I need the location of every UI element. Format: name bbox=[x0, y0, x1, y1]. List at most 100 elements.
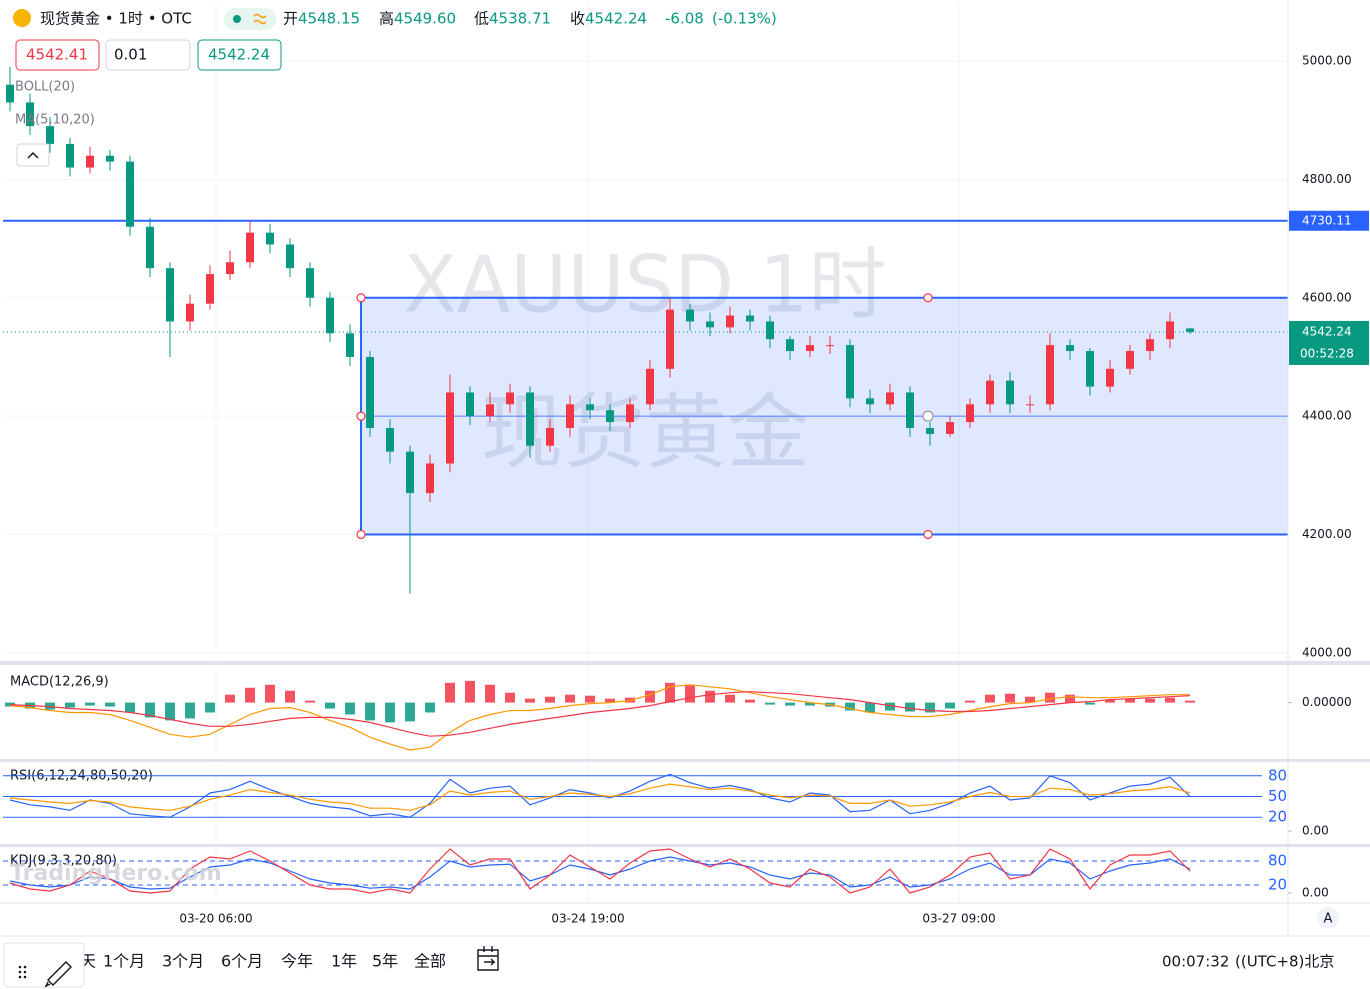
open-value: 4548.15 bbox=[298, 10, 360, 28]
candle-body bbox=[1106, 368, 1114, 387]
macd-bar bbox=[1045, 692, 1055, 703]
macd-bar bbox=[605, 698, 615, 703]
macd-bar bbox=[1025, 696, 1035, 703]
candle-body bbox=[286, 244, 294, 269]
range-button[interactable]: 1个月 bbox=[103, 952, 145, 971]
high-value: 4549.60 bbox=[394, 10, 456, 28]
y-tick-label: 4800.00 bbox=[1302, 172, 1352, 186]
candle-body bbox=[686, 309, 694, 322]
candle-body bbox=[366, 356, 374, 428]
macd-bar bbox=[745, 699, 755, 703]
macd-bar bbox=[505, 692, 515, 703]
candle-body bbox=[966, 404, 974, 423]
close-label: 收 bbox=[570, 10, 585, 28]
macd-bar bbox=[65, 702, 75, 708]
pane-separator bbox=[0, 661, 1370, 665]
candle-body bbox=[86, 155, 94, 168]
symbol-title[interactable]: 现货黄金 • 1时 • OTC bbox=[40, 10, 192, 28]
status-pill bbox=[224, 8, 276, 30]
macd-bar bbox=[785, 702, 795, 706]
drawing-toolbox[interactable] bbox=[3, 942, 85, 988]
candle-body bbox=[1006, 380, 1014, 405]
candle-body bbox=[246, 232, 254, 263]
status-dot bbox=[233, 15, 241, 23]
collapse-button[interactable] bbox=[16, 143, 50, 167]
candle-body bbox=[186, 303, 194, 322]
change-percent: (-0.13%) bbox=[712, 10, 777, 28]
macd-bar bbox=[285, 690, 295, 703]
candle-body bbox=[606, 410, 614, 423]
level-label: 80 bbox=[1268, 852, 1287, 870]
buy-button[interactable] bbox=[197, 39, 282, 71]
sell-button[interactable] bbox=[15, 39, 100, 71]
last-price-tag bbox=[1289, 320, 1369, 365]
candle-body bbox=[446, 392, 454, 464]
candle-body bbox=[786, 339, 794, 352]
y-tick-label: 4600.00 bbox=[1302, 290, 1352, 304]
macd-bar bbox=[1065, 694, 1075, 703]
macd-bar bbox=[1085, 702, 1095, 705]
candle-body bbox=[886, 392, 894, 405]
macd-bar bbox=[1105, 699, 1115, 703]
candle-body bbox=[646, 368, 654, 405]
pane-separator bbox=[0, 844, 1370, 847]
candle-body bbox=[426, 463, 434, 494]
candle-body bbox=[306, 268, 314, 298]
macd-bar bbox=[325, 702, 335, 709]
candle-body bbox=[26, 102, 34, 127]
open-label: 开 bbox=[283, 10, 298, 28]
y-tick-label: 4200.00 bbox=[1302, 527, 1352, 541]
range-handle bbox=[923, 529, 933, 540]
candle-body bbox=[666, 309, 674, 369]
auto-scale-button[interactable] bbox=[1317, 907, 1339, 929]
candle-body bbox=[706, 321, 714, 328]
x-tick-label: 03-24 19:00 bbox=[551, 912, 624, 926]
y-tick-label: 0.00 bbox=[1302, 886, 1329, 900]
indicator-label[interactable]: BOLL(20) bbox=[15, 80, 75, 95]
candle-body bbox=[1086, 351, 1094, 387]
macd-bar bbox=[5, 702, 15, 707]
candle-body bbox=[826, 345, 834, 347]
range-button[interactable]: 3个月 bbox=[162, 952, 204, 971]
low-label: 低 bbox=[474, 10, 489, 28]
range-handle bbox=[356, 411, 366, 421]
quantity-input[interactable] bbox=[105, 39, 191, 71]
drag-handle bbox=[18, 965, 27, 979]
candle-body bbox=[866, 398, 874, 405]
candle-body bbox=[146, 226, 154, 269]
candle-body bbox=[846, 345, 854, 399]
indicator-line bbox=[9, 691, 1191, 737]
candle-body bbox=[566, 404, 574, 428]
range-button[interactable]: 5年 bbox=[372, 952, 398, 971]
macd-bar bbox=[225, 694, 235, 703]
pencil-icon[interactable] bbox=[44, 961, 72, 988]
range-button[interactable]: 今年 bbox=[281, 952, 313, 971]
indicator-line bbox=[9, 684, 1190, 751]
macd-bar bbox=[1005, 693, 1015, 703]
macd-bar bbox=[305, 700, 315, 703]
macd-bar bbox=[125, 702, 135, 713]
range-button[interactable]: 全部 bbox=[414, 952, 446, 971]
range-button[interactable]: 1年 bbox=[331, 952, 357, 971]
range-button[interactable]: 6个月 bbox=[221, 952, 263, 971]
macd-bar bbox=[885, 702, 895, 711]
indicator-label[interactable]: MA(5,10,20) bbox=[15, 113, 95, 128]
candle-body bbox=[326, 297, 334, 334]
macd-bar bbox=[565, 694, 575, 703]
candle-body bbox=[66, 143, 74, 168]
range-handle bbox=[356, 293, 366, 303]
candle-body bbox=[746, 315, 754, 322]
candle-body bbox=[1026, 404, 1034, 406]
candle-body bbox=[546, 427, 554, 446]
candle-body bbox=[6, 84, 14, 103]
candle-body bbox=[1186, 328, 1194, 332]
calendar-icon[interactable] bbox=[477, 946, 499, 971]
macd-bar bbox=[485, 684, 495, 703]
range-handle bbox=[922, 410, 934, 422]
macd-bar bbox=[945, 702, 955, 709]
timezone[interactable]: ((UTC+8)北京 bbox=[1235, 953, 1334, 971]
macd-bar bbox=[525, 698, 535, 703]
candle-body bbox=[226, 262, 234, 275]
